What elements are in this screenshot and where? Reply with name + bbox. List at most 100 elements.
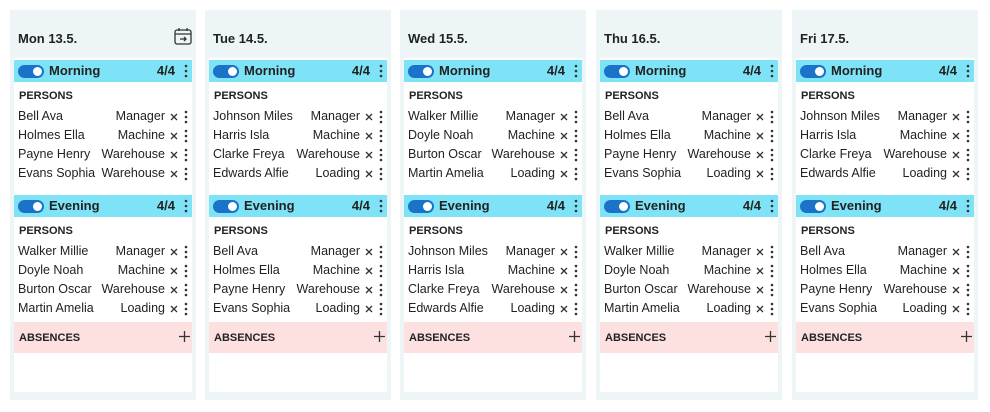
shift-menu[interactable] bbox=[573, 64, 579, 78]
remove-person[interactable] bbox=[756, 170, 764, 178]
person-menu[interactable] bbox=[378, 264, 384, 278]
remove-person[interactable] bbox=[170, 267, 178, 275]
person-menu[interactable] bbox=[573, 283, 579, 297]
shift-toggle[interactable] bbox=[18, 65, 44, 78]
add-absence[interactable] bbox=[961, 331, 972, 342]
person-menu[interactable] bbox=[378, 110, 384, 124]
shift-menu[interactable] bbox=[769, 199, 775, 213]
shift-menu[interactable] bbox=[378, 199, 384, 213]
person-menu[interactable] bbox=[378, 245, 384, 259]
remove-person[interactable] bbox=[756, 132, 764, 140]
remove-person[interactable] bbox=[560, 267, 568, 275]
person-menu[interactable] bbox=[769, 302, 775, 316]
remove-person[interactable] bbox=[952, 267, 960, 275]
add-absence[interactable] bbox=[569, 331, 580, 342]
shift-toggle[interactable] bbox=[604, 65, 630, 78]
remove-person[interactable] bbox=[365, 286, 373, 294]
remove-person[interactable] bbox=[756, 286, 764, 294]
remove-person[interactable] bbox=[560, 305, 568, 313]
person-menu[interactable] bbox=[573, 245, 579, 259]
shift-toggle[interactable] bbox=[800, 65, 826, 78]
person-menu[interactable] bbox=[378, 283, 384, 297]
shift-toggle[interactable] bbox=[604, 200, 630, 213]
remove-person[interactable] bbox=[365, 151, 373, 159]
remove-person[interactable] bbox=[365, 113, 373, 121]
person-menu[interactable] bbox=[769, 110, 775, 124]
remove-person[interactable] bbox=[170, 113, 178, 121]
person-menu[interactable] bbox=[573, 264, 579, 278]
add-absence[interactable] bbox=[374, 331, 385, 342]
remove-person[interactable] bbox=[365, 248, 373, 256]
person-menu[interactable] bbox=[183, 245, 189, 259]
remove-person[interactable] bbox=[170, 305, 178, 313]
calendar-button[interactable] bbox=[174, 27, 192, 45]
person-menu[interactable] bbox=[378, 148, 384, 162]
person-menu[interactable] bbox=[965, 110, 971, 124]
shift-toggle[interactable] bbox=[18, 200, 44, 213]
person-menu[interactable] bbox=[769, 129, 775, 143]
remove-person[interactable] bbox=[170, 151, 178, 159]
remove-person[interactable] bbox=[952, 286, 960, 294]
person-menu[interactable] bbox=[573, 110, 579, 124]
shift-toggle[interactable] bbox=[408, 200, 434, 213]
person-menu[interactable] bbox=[769, 148, 775, 162]
shift-menu[interactable] bbox=[573, 199, 579, 213]
remove-person[interactable] bbox=[560, 248, 568, 256]
shift-menu[interactable] bbox=[965, 199, 971, 213]
remove-person[interactable] bbox=[365, 305, 373, 313]
person-menu[interactable] bbox=[378, 129, 384, 143]
shift-menu[interactable] bbox=[965, 64, 971, 78]
person-menu[interactable] bbox=[183, 148, 189, 162]
person-menu[interactable] bbox=[378, 302, 384, 316]
remove-person[interactable] bbox=[756, 248, 764, 256]
remove-person[interactable] bbox=[756, 151, 764, 159]
remove-person[interactable] bbox=[170, 170, 178, 178]
remove-person[interactable] bbox=[560, 132, 568, 140]
remove-person[interactable] bbox=[560, 113, 568, 121]
shift-toggle[interactable] bbox=[213, 200, 239, 213]
remove-person[interactable] bbox=[756, 267, 764, 275]
remove-person[interactable] bbox=[560, 151, 568, 159]
person-menu[interactable] bbox=[769, 283, 775, 297]
person-menu[interactable] bbox=[183, 167, 189, 181]
person-menu[interactable] bbox=[769, 167, 775, 181]
person-menu[interactable] bbox=[183, 264, 189, 278]
remove-person[interactable] bbox=[756, 305, 764, 313]
person-menu[interactable] bbox=[965, 283, 971, 297]
person-menu[interactable] bbox=[965, 264, 971, 278]
person-menu[interactable] bbox=[183, 129, 189, 143]
person-menu[interactable] bbox=[965, 302, 971, 316]
shift-menu[interactable] bbox=[769, 64, 775, 78]
person-menu[interactable] bbox=[573, 302, 579, 316]
remove-person[interactable] bbox=[560, 170, 568, 178]
shift-menu[interactable] bbox=[378, 64, 384, 78]
shift-menu[interactable] bbox=[183, 199, 189, 213]
shift-toggle[interactable] bbox=[408, 65, 434, 78]
shift-toggle[interactable] bbox=[800, 200, 826, 213]
remove-person[interactable] bbox=[170, 132, 178, 140]
person-menu[interactable] bbox=[965, 148, 971, 162]
shift-toggle[interactable] bbox=[213, 65, 239, 78]
remove-person[interactable] bbox=[952, 113, 960, 121]
remove-person[interactable] bbox=[952, 305, 960, 313]
remove-person[interactable] bbox=[365, 267, 373, 275]
person-menu[interactable] bbox=[965, 245, 971, 259]
person-menu[interactable] bbox=[183, 283, 189, 297]
person-menu[interactable] bbox=[769, 245, 775, 259]
person-menu[interactable] bbox=[965, 129, 971, 143]
remove-person[interactable] bbox=[952, 248, 960, 256]
person-menu[interactable] bbox=[573, 167, 579, 181]
add-absence[interactable] bbox=[179, 331, 190, 342]
person-menu[interactable] bbox=[965, 167, 971, 181]
remove-person[interactable] bbox=[560, 286, 568, 294]
remove-person[interactable] bbox=[170, 286, 178, 294]
person-menu[interactable] bbox=[769, 264, 775, 278]
person-menu[interactable] bbox=[183, 110, 189, 124]
remove-person[interactable] bbox=[952, 151, 960, 159]
remove-person[interactable] bbox=[170, 248, 178, 256]
remove-person[interactable] bbox=[756, 113, 764, 121]
person-menu[interactable] bbox=[573, 148, 579, 162]
shift-menu[interactable] bbox=[183, 64, 189, 78]
remove-person[interactable] bbox=[365, 170, 373, 178]
person-menu[interactable] bbox=[573, 129, 579, 143]
